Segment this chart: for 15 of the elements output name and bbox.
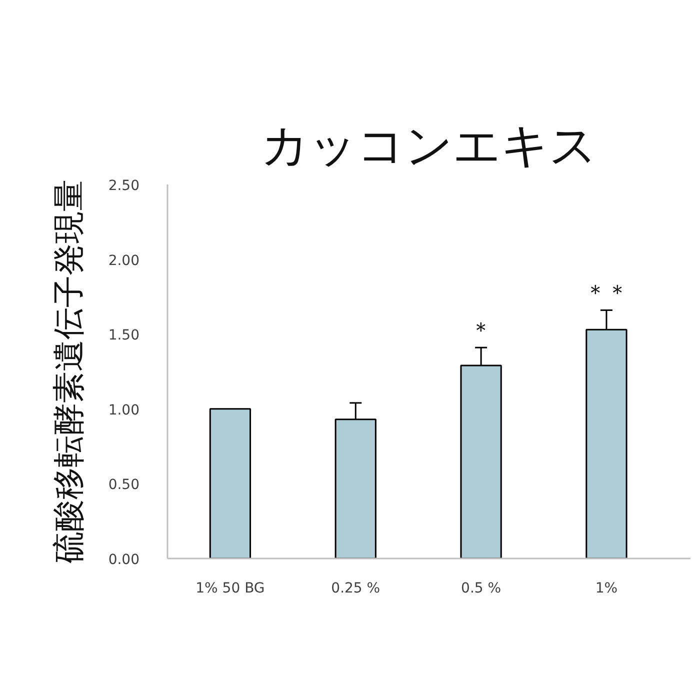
chart-title: カッコンエキス	[261, 118, 597, 174]
bar	[209, 408, 252, 558]
annotation: ＊＊	[584, 281, 628, 306]
y-tick-label: 1.50	[108, 328, 140, 344]
x-tick-label: 1% 50 BG	[196, 580, 265, 596]
x-tick-label: 0.5 %	[461, 580, 502, 596]
y-tick-label: 2.50	[108, 178, 140, 194]
annotation: ＊	[470, 318, 492, 344]
y-tick-label: 0.00	[108, 552, 140, 568]
y-tick-label: 1.00	[108, 402, 140, 418]
y-axis-title: 硫酸移転酵素遺伝子発現量	[49, 180, 88, 564]
x-tick-label: 0.25 %	[331, 580, 380, 596]
x-tick-label: 1%	[595, 580, 618, 596]
y-tick-label: 2.00	[108, 252, 140, 269]
y-tick-label: 0.50	[108, 477, 140, 494]
